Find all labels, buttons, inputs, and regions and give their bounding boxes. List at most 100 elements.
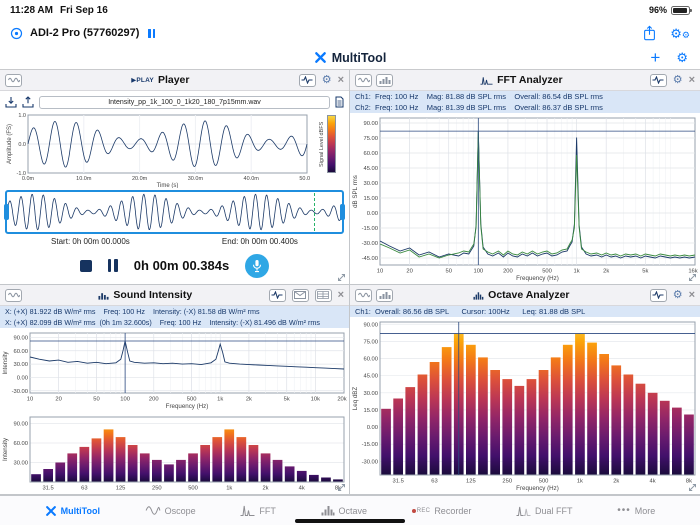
waveform-thumb-icon[interactable] xyxy=(355,73,372,87)
export-envelope-icon[interactable] xyxy=(291,288,309,302)
share-icon[interactable] xyxy=(643,25,656,41)
pause-button[interactable] xyxy=(107,259,118,272)
status-bar: 11:28 AM Fri Sep 16 96% xyxy=(0,0,700,20)
intensity-panel-header: Sound Intensity × xyxy=(0,285,349,306)
import-file-icon[interactable] xyxy=(5,96,17,108)
settings-gears-icon[interactable]: ⚙⚙ xyxy=(670,25,690,41)
svg-text:-1.0: -1.0 xyxy=(17,171,26,177)
close-icon[interactable]: × xyxy=(688,288,695,301)
svg-text:1k: 1k xyxy=(577,479,583,485)
tool-multitool[interactable]: MultiTool xyxy=(45,505,100,517)
svg-text:1.0: 1.0 xyxy=(18,113,26,119)
stop-button[interactable] xyxy=(79,259,92,272)
fft-panel-title: FFT Analyzer xyxy=(397,74,646,86)
player-waveform-chart[interactable]: 0.0m 10.0m 20.0m 30.0m 40.0m 50.0m 1.0 0.0 -1.0 T… xyxy=(5,112,310,188)
svg-text:90.00: 90.00 xyxy=(13,335,28,341)
svg-text:4k: 4k xyxy=(299,486,305,492)
tool-oscope[interactable]: Oscope xyxy=(145,505,196,516)
rec-icon: REC xyxy=(411,508,431,514)
svg-text:20.0m: 20.0m xyxy=(132,176,148,182)
fft-spectrum-chart[interactable]: 90.00 75.00 60.00 45.00 30.00 15.00 0.00 -15.00… xyxy=(350,113,700,284)
svg-text:2k: 2k xyxy=(603,269,609,275)
app-bar: ADI-2 Pro (57760297) ⚙⚙ xyxy=(0,20,700,46)
svg-text:Amplitude (FS): Amplitude (FS) xyxy=(7,124,13,164)
waveform-thumb-icon[interactable] xyxy=(355,288,372,302)
meter-icon[interactable] xyxy=(298,73,316,87)
svg-text:0.00: 0.00 xyxy=(17,375,28,381)
svg-text:0.00: 0.00 xyxy=(367,425,378,431)
svg-text:250: 250 xyxy=(152,486,162,492)
svg-text:-30.00: -30.00 xyxy=(12,389,28,395)
svg-text:75.00: 75.00 xyxy=(363,136,378,142)
selection-region[interactable] xyxy=(4,190,345,234)
intensity-spectrum-chart[interactable]: 90.00 60.00 30.00 0.00 -30.00 10 20 50 100 200 500… xyxy=(0,328,349,412)
expand-panel-icon[interactable] xyxy=(688,273,697,282)
nav-title: MultiTool xyxy=(314,51,386,65)
table-icon[interactable] xyxy=(314,288,332,302)
fft-ch1-readout: Ch1: Freq: 100 Hz Mag: 81.88 dB SPL rms … xyxy=(350,91,700,102)
battery-icon xyxy=(671,5,692,15)
selection-end-handle[interactable] xyxy=(340,204,345,220)
expand-panel-icon[interactable] xyxy=(688,483,697,492)
svg-text:10k: 10k xyxy=(311,397,320,403)
svg-text:8k: 8k xyxy=(686,479,692,485)
gear-icon[interactable]: ⚙ xyxy=(321,73,332,86)
meter-icon[interactable] xyxy=(268,288,286,302)
gear-icon[interactable]: ⚙ xyxy=(672,288,683,301)
svg-text:15.00: 15.00 xyxy=(363,196,378,202)
device-icon[interactable] xyxy=(10,27,23,40)
tool-more[interactable]: ••• More xyxy=(617,505,656,516)
gear-icon[interactable]: ⚙ xyxy=(672,73,683,86)
meter-icon[interactable] xyxy=(649,288,667,302)
battery-percent: 96% xyxy=(648,5,667,15)
svg-text:16k: 16k xyxy=(688,269,697,275)
waveform-thumb-icon[interactable] xyxy=(5,73,22,87)
meter-icon[interactable] xyxy=(649,73,667,87)
tool-dual-fft[interactable]: Dual FFT xyxy=(516,505,573,516)
svg-text:10: 10 xyxy=(27,397,33,403)
svg-text:-30.00: -30.00 xyxy=(362,459,378,465)
intensity-octave-chart[interactable]: 90.00 60.00 30.00 31.5 63 125 250 500 1k 2k 4k 8k In… xyxy=(0,412,349,494)
octave-readout: Ch1: Overall: 86.56 dB SPL Cursor: 100Hz… xyxy=(350,306,700,317)
signal-level-colorbar xyxy=(326,115,336,173)
expand-panel-icon[interactable] xyxy=(337,273,346,282)
add-tool-button[interactable]: + xyxy=(650,48,661,67)
signal-level-colorbar-group: Signal Level dBFS xyxy=(310,112,344,188)
close-icon[interactable]: × xyxy=(337,73,344,86)
bars-thumb-icon[interactable] xyxy=(376,73,393,87)
bars-thumb-icon[interactable] xyxy=(376,288,393,302)
audio-file-field[interactable]: Intensity_pp_1k_100_0_1k20_180_7p15mm.wa… xyxy=(39,95,330,109)
svg-text:20: 20 xyxy=(55,397,61,403)
tool-recorder[interactable]: REC Recorder xyxy=(411,506,471,516)
close-icon[interactable]: × xyxy=(337,288,344,301)
record-button[interactable] xyxy=(245,253,270,278)
selection-start-handle[interactable] xyxy=(4,204,9,220)
waveform-thumb-icon[interactable] xyxy=(5,288,22,302)
nav-gear-icon[interactable]: ⚙ xyxy=(676,50,688,65)
playhead-marker[interactable] xyxy=(314,193,316,231)
svg-text:-15.00: -15.00 xyxy=(362,226,378,232)
device-pause-icon[interactable] xyxy=(148,28,156,38)
intensity-panel-title: Sound Intensity xyxy=(26,289,265,301)
svg-text:50: 50 xyxy=(445,269,451,275)
close-icon[interactable]: × xyxy=(688,73,695,86)
octave-panel: Octave Analyzer ⚙ × Ch1: Overall: 86.56 … xyxy=(350,285,700,495)
tool-octave[interactable]: Octave xyxy=(321,505,367,516)
export-file-icon[interactable] xyxy=(22,96,34,108)
player-body: Intensity_pp_1k_100_0_1k20_180_7p15mm.wa… xyxy=(0,91,349,284)
tool-fft[interactable]: FFT xyxy=(240,505,276,516)
more-icon: ••• xyxy=(617,505,631,516)
svg-text:Time (s): Time (s) xyxy=(157,183,179,188)
home-indicator[interactable] xyxy=(295,519,405,523)
svg-text:15.00: 15.00 xyxy=(363,408,378,414)
svg-text:-30.00: -30.00 xyxy=(362,241,378,247)
svg-text:60.00: 60.00 xyxy=(13,441,28,447)
file-document-icon[interactable] xyxy=(335,96,344,108)
svg-text:2k: 2k xyxy=(262,486,268,492)
octave-band-chart[interactable]: 90.00 75.00 60.00 45.00 30.00 15.00 0.00 -15.00… xyxy=(350,317,700,494)
device-name[interactable]: ADI-2 Pro (57760297) xyxy=(30,27,140,39)
expand-panel-icon[interactable] xyxy=(337,483,346,492)
transport-controls: 0h 00m 00.384s xyxy=(5,249,344,282)
date: Fri Sep 16 xyxy=(59,4,108,16)
svg-text:Frequency (Hz): Frequency (Hz) xyxy=(516,275,559,282)
